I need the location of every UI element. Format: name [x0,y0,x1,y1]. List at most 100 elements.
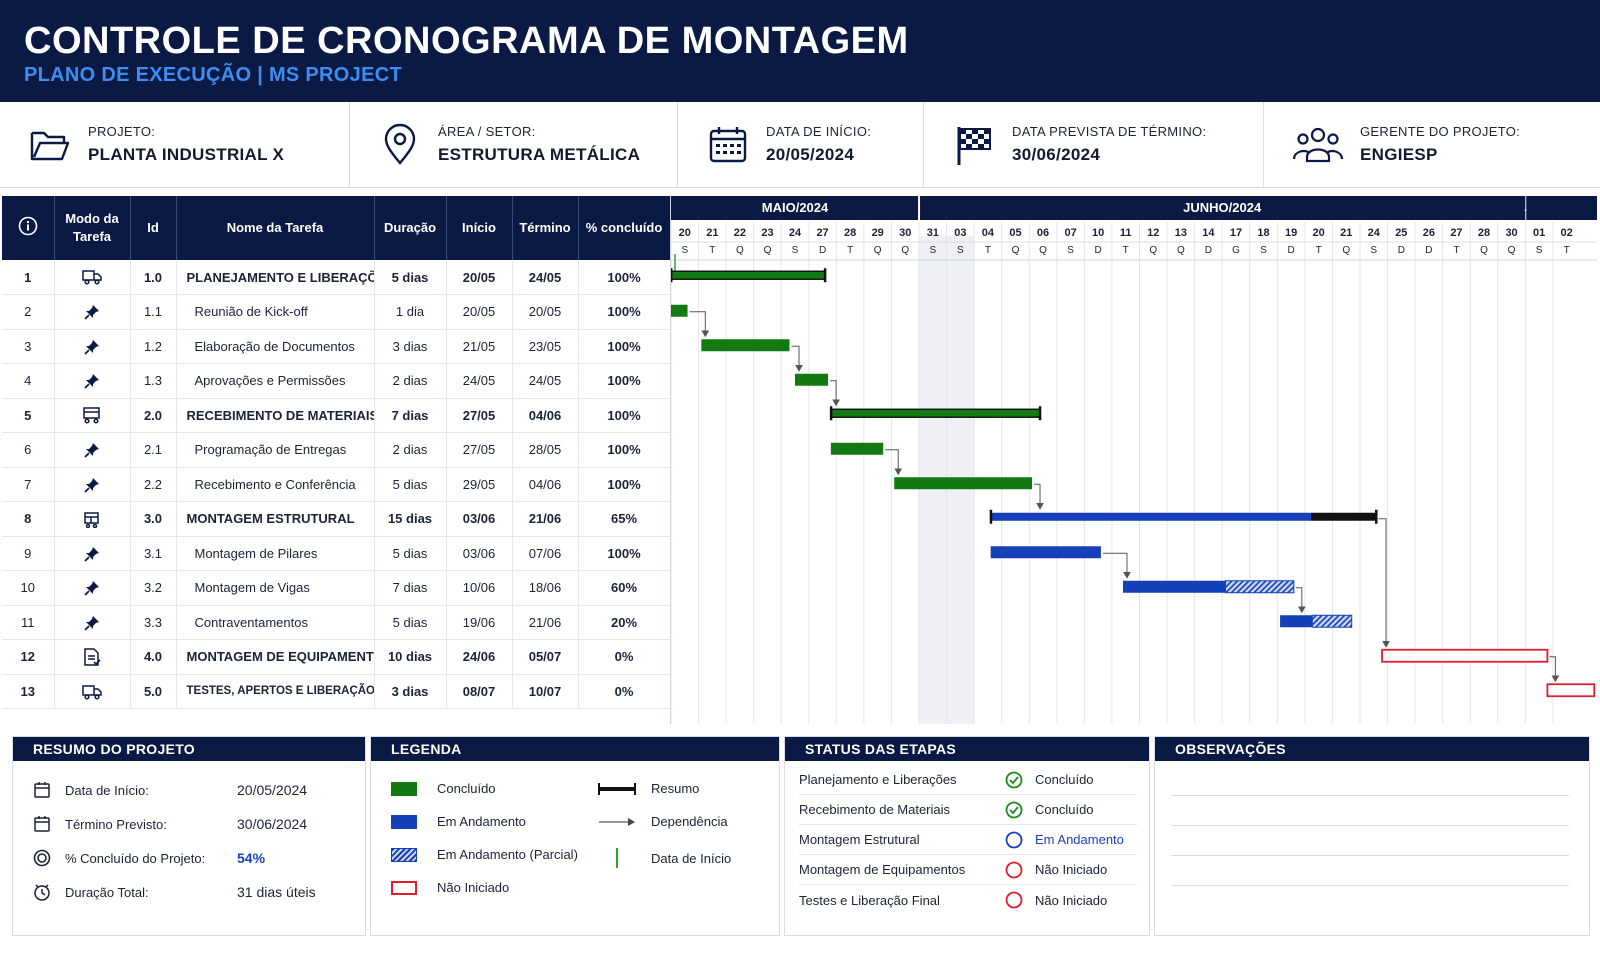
gantt-summary-cap [823,268,827,283]
task-start[interactable]: 24/06 [446,639,513,675]
info-value: 30/06/2024 [1012,145,1101,164]
col-id[interactable]: Id [130,196,177,260]
task-start[interactable]: 27/05 [446,398,513,433]
task-name[interactable]: Recebimento e Conferência [176,467,375,502]
task-duration[interactable]: 3 dias [374,674,447,709]
col-end[interactable]: Término [512,196,579,260]
table-row[interactable]: 12 4.0 MONTAGEM DE EQUIPAMENTOS 10 dias 24/0… [2,639,671,675]
task-percent[interactable]: 100% [578,363,671,399]
task-end[interactable]: 10/07 [512,674,579,709]
task-start[interactable]: 21/05 [446,329,513,364]
task-start[interactable]: 29/05 [446,467,513,502]
task-name[interactable]: Programação de Entregas [176,432,375,468]
task-end[interactable]: 23/05 [512,329,579,364]
task-name[interactable]: Reunião de Kick-off [176,294,375,330]
col-duration[interactable]: Duração [374,196,447,260]
task-name[interactable]: MONTAGEM DE EQUIPAMENTOS [176,639,375,675]
task-percent[interactable]: 100% [578,536,671,571]
task-name[interactable]: RECEBIMENTO DE MATERIAIS [176,398,375,433]
table-row[interactable]: 8 3.0 MONTAGEM ESTRUTURAL 15 dias 03/06 21/06… [2,501,671,537]
gantt-weekday-label: S [929,245,936,256]
legend-label: Em Andamento [437,814,526,829]
table-row[interactable]: 5 2.0 RECEBIMENTO DE MATERIAIS 7 dias 27/05 0… [2,398,671,433]
col-info[interactable] [2,196,55,260]
task-name[interactable]: Montagem de Vigas [176,570,375,606]
task-percent[interactable]: 100% [578,294,671,330]
task-name[interactable]: Aprovações e Permissões [176,363,375,399]
task-start[interactable]: 20/05 [446,294,513,330]
task-duration[interactable]: 10 dias [374,639,447,675]
task-duration[interactable]: 5 dias [374,605,447,640]
table-row[interactable]: 2 1.1 Reunião de Kick-off 1 dia 20/05 20/05 10… [2,294,671,330]
status-value: Não Iniciado [1035,862,1108,877]
task-name[interactable]: PLANEJAMENTO E LIBERAÇÕES [176,260,375,295]
table-row[interactable]: 7 2.2 Recebimento e Conferência 5 dias 29/05… [2,467,671,502]
col-start[interactable]: Início [446,196,513,260]
task-duration[interactable]: 15 dias [374,501,447,537]
task-duration[interactable]: 5 dias [374,260,447,295]
task-duration[interactable]: 7 dias [374,570,447,606]
task-start[interactable]: 27/05 [446,432,513,468]
col-name[interactable]: Nome da Tarefa [176,196,375,260]
task-percent[interactable]: 100% [578,467,671,502]
task-end[interactable]: 28/05 [512,432,579,468]
task-end[interactable]: 24/05 [512,363,579,399]
task-duration[interactable]: 2 dias [374,432,447,468]
task-name[interactable]: Montagem de Pilares [176,536,375,571]
task-name[interactable]: MONTAGEM ESTRUTURAL [176,501,375,537]
task-duration[interactable]: 2 dias [374,363,447,399]
task-percent[interactable]: 100% [578,398,671,433]
task-percent[interactable]: 100% [578,329,671,364]
gantt-weekday-label: D [1287,245,1294,256]
task-duration[interactable]: 1 dia [374,294,447,330]
task-start[interactable]: 03/06 [446,501,513,537]
task-duration[interactable]: 5 dias [374,536,447,571]
task-duration[interactable]: 3 dias [374,329,447,364]
task-duration[interactable]: 5 dias [374,467,447,502]
pin-icon [84,339,100,355]
task-end[interactable]: 20/05 [512,294,579,330]
task-start[interactable]: 03/06 [446,536,513,571]
table-row[interactable]: 3 1.2 Elaboração de Documentos 3 dias 21/05 2… [2,329,671,364]
info-label: DATA DE INÍCIO: [766,124,872,139]
observation-line [1171,795,1569,796]
task-start[interactable]: 20/05 [446,260,513,295]
task-start[interactable]: 08/07 [446,674,513,709]
task-percent[interactable]: 100% [578,260,671,295]
task-start[interactable]: 24/05 [446,363,513,399]
table-row[interactable]: 6 2.1 Programação de Entregas 2 dias 27/05 28… [2,432,671,468]
task-percent[interactable]: 100% [578,432,671,468]
task-name[interactable]: TESTES, APERTOS E LIBERAÇÃO FINAL [176,674,375,709]
task-end[interactable]: 04/06 [512,467,579,502]
task-end[interactable]: 24/05 [512,260,579,295]
observations-lines[interactable] [1155,761,1589,886]
task-duration[interactable]: 7 dias [374,398,447,433]
task-end[interactable]: 04/06 [512,398,579,433]
task-start[interactable]: 10/06 [446,570,513,606]
task-end[interactable]: 21/06 [512,605,579,640]
gantt-task-bar-not-started [1546,683,1596,698]
row-number: 5 [2,398,55,433]
table-row[interactable]: 4 1.3 Aprovações e Permissões 2 dias 24/05 24… [2,363,671,399]
task-name[interactable]: Elaboração de Documentos [176,329,375,364]
task-percent[interactable]: 20% [578,605,671,640]
task-percent[interactable]: 60% [578,570,671,606]
col-pct[interactable]: % concluído [578,196,671,260]
task-start[interactable]: 19/06 [446,605,513,640]
task-percent[interactable]: 0% [578,674,671,709]
status-list: Planejamento e Liberações Concluído Recebi… [785,761,1149,915]
task-end[interactable]: 07/06 [512,536,579,571]
table-row[interactable]: 9 3.1 Montagem de Pilares 5 dias 03/06 07/06 1… [2,536,671,571]
col-mode[interactable]: Modo da Tarefa [54,196,131,260]
table-row[interactable]: 10 3.2 Montagem de Vigas 7 dias 10/06 18/06 60… [2,570,671,606]
task-percent[interactable]: 65% [578,501,671,537]
task-end[interactable]: 18/06 [512,570,579,606]
table-row[interactable]: 11 3.3 Contraventamentos 5 dias 19/06 21/06 20… [2,605,671,640]
task-percent[interactable]: 0% [578,639,671,675]
task-name[interactable]: Contraventamentos [176,605,375,640]
task-end[interactable]: 05/07 [512,639,579,675]
task-end[interactable]: 21/06 [512,501,579,537]
